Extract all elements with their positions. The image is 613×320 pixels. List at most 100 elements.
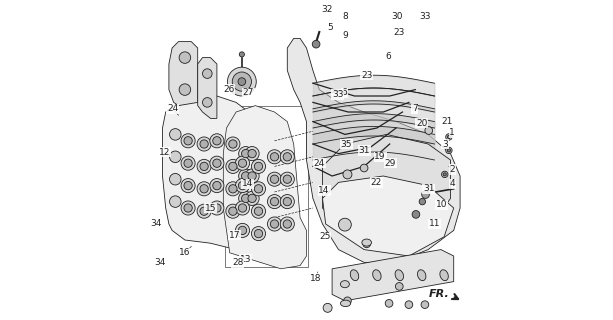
Ellipse shape xyxy=(417,270,426,281)
Text: 26: 26 xyxy=(223,85,235,94)
Circle shape xyxy=(267,217,281,231)
Circle shape xyxy=(248,194,256,203)
Circle shape xyxy=(447,135,451,139)
Circle shape xyxy=(251,227,265,241)
Circle shape xyxy=(441,171,448,178)
Circle shape xyxy=(197,204,211,218)
Circle shape xyxy=(184,181,192,190)
Circle shape xyxy=(323,303,332,312)
Circle shape xyxy=(267,195,281,209)
Text: 34: 34 xyxy=(150,220,162,228)
Text: 2: 2 xyxy=(449,165,455,174)
Circle shape xyxy=(425,127,433,134)
Text: 33: 33 xyxy=(332,90,344,99)
Circle shape xyxy=(421,301,428,308)
Circle shape xyxy=(267,150,281,164)
Circle shape xyxy=(343,170,352,179)
Circle shape xyxy=(235,201,249,215)
Circle shape xyxy=(226,182,240,196)
Circle shape xyxy=(229,162,237,171)
Circle shape xyxy=(238,181,246,190)
Text: 12: 12 xyxy=(159,148,171,156)
Circle shape xyxy=(184,159,192,167)
Ellipse shape xyxy=(440,270,448,281)
Circle shape xyxy=(213,137,221,145)
Text: 10: 10 xyxy=(436,200,447,209)
Circle shape xyxy=(235,223,249,237)
Text: 7: 7 xyxy=(412,104,417,113)
Text: FR.: FR. xyxy=(429,289,450,300)
Text: 14: 14 xyxy=(242,180,253,188)
Circle shape xyxy=(360,164,368,172)
Circle shape xyxy=(181,179,195,193)
Text: 32: 32 xyxy=(322,5,333,14)
Circle shape xyxy=(181,156,195,170)
Circle shape xyxy=(338,218,351,231)
Circle shape xyxy=(283,175,291,183)
Circle shape xyxy=(210,201,224,215)
Circle shape xyxy=(267,172,281,186)
Circle shape xyxy=(238,169,253,183)
Ellipse shape xyxy=(395,270,403,281)
Circle shape xyxy=(363,240,370,248)
Circle shape xyxy=(229,140,237,148)
Circle shape xyxy=(242,172,250,180)
Circle shape xyxy=(181,134,195,148)
Circle shape xyxy=(210,179,224,193)
Circle shape xyxy=(242,194,250,203)
Circle shape xyxy=(238,226,246,235)
Circle shape xyxy=(238,78,246,85)
Circle shape xyxy=(238,159,246,167)
Circle shape xyxy=(200,207,208,215)
Circle shape xyxy=(232,72,251,91)
Circle shape xyxy=(283,197,291,206)
Text: 23: 23 xyxy=(394,28,405,36)
Text: 18: 18 xyxy=(310,274,322,283)
Circle shape xyxy=(412,211,420,218)
Circle shape xyxy=(197,137,211,151)
Circle shape xyxy=(239,52,245,57)
Text: 1: 1 xyxy=(449,128,455,137)
Circle shape xyxy=(238,191,253,205)
Circle shape xyxy=(283,153,291,161)
Circle shape xyxy=(200,185,208,193)
Circle shape xyxy=(238,147,253,161)
Text: 34: 34 xyxy=(154,258,166,267)
Text: 6: 6 xyxy=(385,52,391,60)
Circle shape xyxy=(200,140,208,148)
Circle shape xyxy=(280,217,294,231)
Circle shape xyxy=(422,191,429,198)
Text: 9: 9 xyxy=(342,31,348,40)
Circle shape xyxy=(312,40,320,48)
Circle shape xyxy=(235,156,249,170)
Text: 24: 24 xyxy=(314,159,325,168)
Text: 30: 30 xyxy=(391,12,403,20)
Circle shape xyxy=(170,173,181,185)
Circle shape xyxy=(181,201,195,215)
Circle shape xyxy=(213,159,221,167)
Circle shape xyxy=(213,181,221,190)
Text: 16: 16 xyxy=(179,248,191,257)
Circle shape xyxy=(170,196,181,207)
Text: 20: 20 xyxy=(416,119,427,128)
Circle shape xyxy=(280,172,294,186)
Circle shape xyxy=(270,175,279,183)
Circle shape xyxy=(202,69,212,78)
Circle shape xyxy=(245,169,259,183)
Polygon shape xyxy=(162,96,275,262)
Circle shape xyxy=(197,182,211,196)
Text: 6: 6 xyxy=(341,88,347,97)
Text: 13: 13 xyxy=(240,255,251,264)
Circle shape xyxy=(200,162,208,171)
Circle shape xyxy=(385,300,393,307)
Circle shape xyxy=(202,98,212,107)
Circle shape xyxy=(443,173,446,176)
Circle shape xyxy=(170,151,181,163)
Circle shape xyxy=(197,159,211,173)
Text: 22: 22 xyxy=(371,178,382,187)
Circle shape xyxy=(226,159,240,173)
Circle shape xyxy=(419,198,425,205)
Polygon shape xyxy=(287,38,460,262)
Circle shape xyxy=(210,156,224,170)
Circle shape xyxy=(242,149,250,158)
